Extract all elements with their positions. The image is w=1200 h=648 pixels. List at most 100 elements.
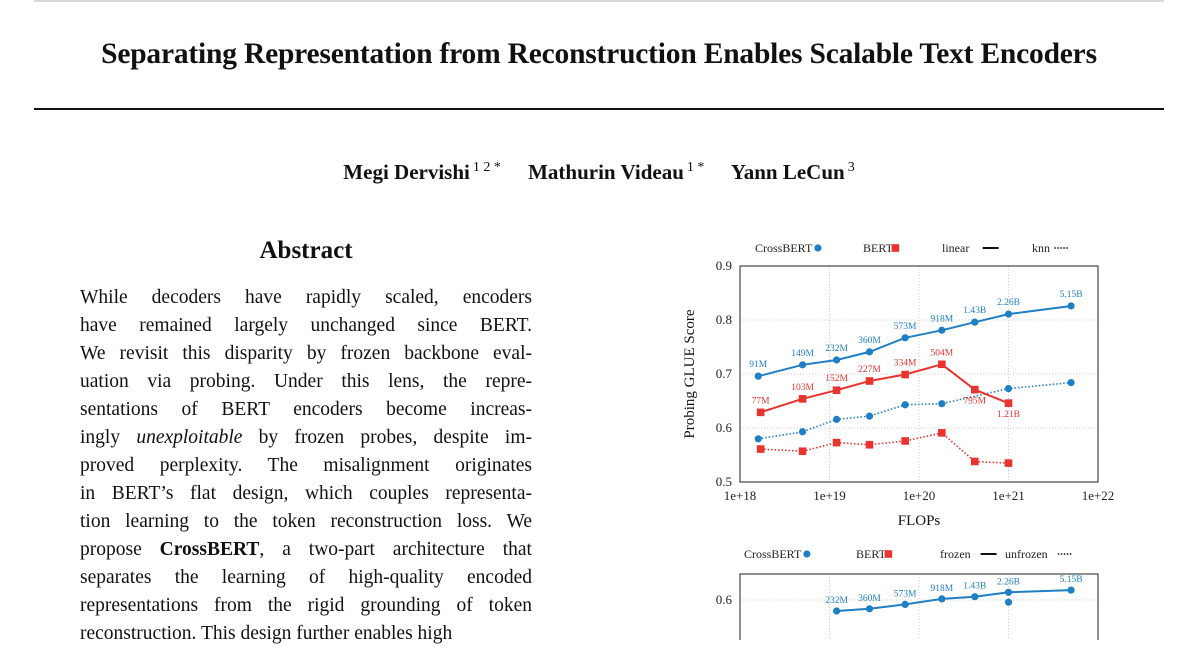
legend-label: BERT xyxy=(863,241,894,255)
abstract-line: tion learning to the token reconstructio… xyxy=(80,508,532,536)
legend-label: knn xyxy=(1032,241,1050,255)
author-name: Megi Dervishi xyxy=(343,160,470,184)
x-tick-label: 1e+22 xyxy=(1082,488,1115,503)
data-point xyxy=(755,435,762,442)
legend-symbol xyxy=(803,550,810,557)
data-label: 149M xyxy=(791,349,814,359)
author-affiliation: 1 * xyxy=(687,160,705,175)
data-label: 1.43B xyxy=(963,582,986,592)
data-label: 334M xyxy=(894,359,917,369)
data-point xyxy=(833,356,840,363)
data-point xyxy=(971,458,979,466)
data-point xyxy=(1067,379,1074,386)
abstract-line: in BERT’s flat design, which couples rep… xyxy=(80,480,532,508)
data-point xyxy=(1005,459,1013,467)
legend-symbol xyxy=(814,244,821,251)
x-tick-label: 1e+20 xyxy=(903,488,936,503)
data-point xyxy=(757,409,765,417)
legend-label: unfrozen xyxy=(1005,547,1048,561)
abstract-heading: Abstract xyxy=(80,237,532,265)
abstract-line: propose CrossBERT, a two-part architectu… xyxy=(80,536,532,564)
data-point xyxy=(902,401,909,408)
legend-label: BERT xyxy=(856,547,887,561)
data-label: 2.26B xyxy=(997,577,1020,587)
top-rule xyxy=(34,0,1164,2)
abstract-line: proved perplexity. The misalignment orig… xyxy=(80,452,532,480)
data-label: 795M xyxy=(963,397,986,407)
data-label: 1.43B xyxy=(963,306,986,316)
data-point xyxy=(901,437,909,445)
x-tick-label: 1e+19 xyxy=(813,488,846,503)
data-label: 5.15B xyxy=(1060,290,1083,300)
data-point xyxy=(799,447,807,455)
paper-title: Separating Representation from Reconstru… xyxy=(34,38,1164,71)
data-point xyxy=(833,439,841,447)
data-point xyxy=(1067,302,1074,309)
data-point xyxy=(971,386,979,394)
data-label: 573M xyxy=(894,589,917,599)
abstract-line: reconstruction. This design further enab… xyxy=(80,620,532,648)
data-point xyxy=(902,334,909,341)
data-label: 232M xyxy=(825,596,848,606)
frozen-unfrozen-chart: CrossBERT BERT frozen unfrozen 0.6 232M 360M 57… xyxy=(670,540,1130,640)
x-tick-label: 1e+21 xyxy=(992,488,1025,503)
author-name: Mathurin Videau xyxy=(528,160,684,184)
data-point xyxy=(833,386,841,394)
data-point xyxy=(799,395,807,403)
data-label: 232M xyxy=(825,344,848,354)
legend-symbol xyxy=(885,550,893,558)
data-point xyxy=(1005,589,1012,596)
data-label: 918M xyxy=(930,314,953,324)
data-point xyxy=(755,373,762,380)
data-label: 504M xyxy=(930,348,953,358)
data-label: 91M xyxy=(749,360,768,370)
data-label: 360M xyxy=(858,594,881,604)
data-label: 152M xyxy=(825,374,848,384)
legend-symbol xyxy=(892,244,900,252)
data-point xyxy=(938,400,945,407)
data-label: 1.21B xyxy=(997,410,1020,420)
y-axis-label: Probing GLUE Score xyxy=(682,309,698,438)
y-tick-label: 0.9 xyxy=(716,258,732,273)
data-label: 573M xyxy=(894,322,917,332)
y-tick-label: 0.7 xyxy=(716,366,733,381)
y-tick-label: 0.6 xyxy=(716,592,733,607)
abstract-emphasis: CrossBERT xyxy=(160,539,260,560)
data-point xyxy=(1005,399,1013,407)
author-affiliation: 3 xyxy=(848,160,855,175)
abstract-line: uation via probing. Under this lens, the… xyxy=(80,368,532,396)
legend-label: CrossBERT xyxy=(744,547,802,561)
author-name: Yann LeCun xyxy=(731,160,845,184)
y-tick-label: 0.5 xyxy=(716,474,732,489)
data-point xyxy=(866,441,874,449)
legend-label: frozen xyxy=(940,547,971,561)
abstract-line: ingly unexploitable by frozen probes, de… xyxy=(80,424,532,452)
data-point xyxy=(866,348,873,355)
y-tick-label: 0.6 xyxy=(716,420,733,435)
data-point xyxy=(866,413,873,420)
title-rule xyxy=(34,108,1164,110)
data-label: 360M xyxy=(858,336,881,346)
data-label: 227M xyxy=(858,365,881,375)
author-affiliation: 1 2 * xyxy=(473,160,501,175)
legend-label: CrossBERT xyxy=(755,241,813,255)
data-point xyxy=(938,429,946,437)
data-point xyxy=(799,428,806,435)
abstract-emphasis: unexploitable xyxy=(136,427,242,448)
y-tick-label: 0.8 xyxy=(716,312,732,327)
x-axis-label: FLOPs xyxy=(898,513,941,529)
abstract-line: sentations of BERT encoders become incre… xyxy=(80,396,532,424)
legend-label: linear xyxy=(942,241,969,255)
abstract-line: have remained largely unchanged since BE… xyxy=(80,312,532,340)
data-point xyxy=(901,371,909,379)
abstract-line: While decoders have rapidly scaled, enco… xyxy=(80,284,532,312)
data-label: 103M xyxy=(791,383,814,393)
data-label: 2.26B xyxy=(997,298,1020,308)
data-point xyxy=(833,607,840,614)
data-point xyxy=(799,361,806,368)
data-point xyxy=(938,595,945,602)
x-tick-label: 1e+18 xyxy=(724,488,757,503)
data-point xyxy=(971,593,978,600)
data-label: 918M xyxy=(930,584,953,594)
data-point xyxy=(1067,587,1074,594)
